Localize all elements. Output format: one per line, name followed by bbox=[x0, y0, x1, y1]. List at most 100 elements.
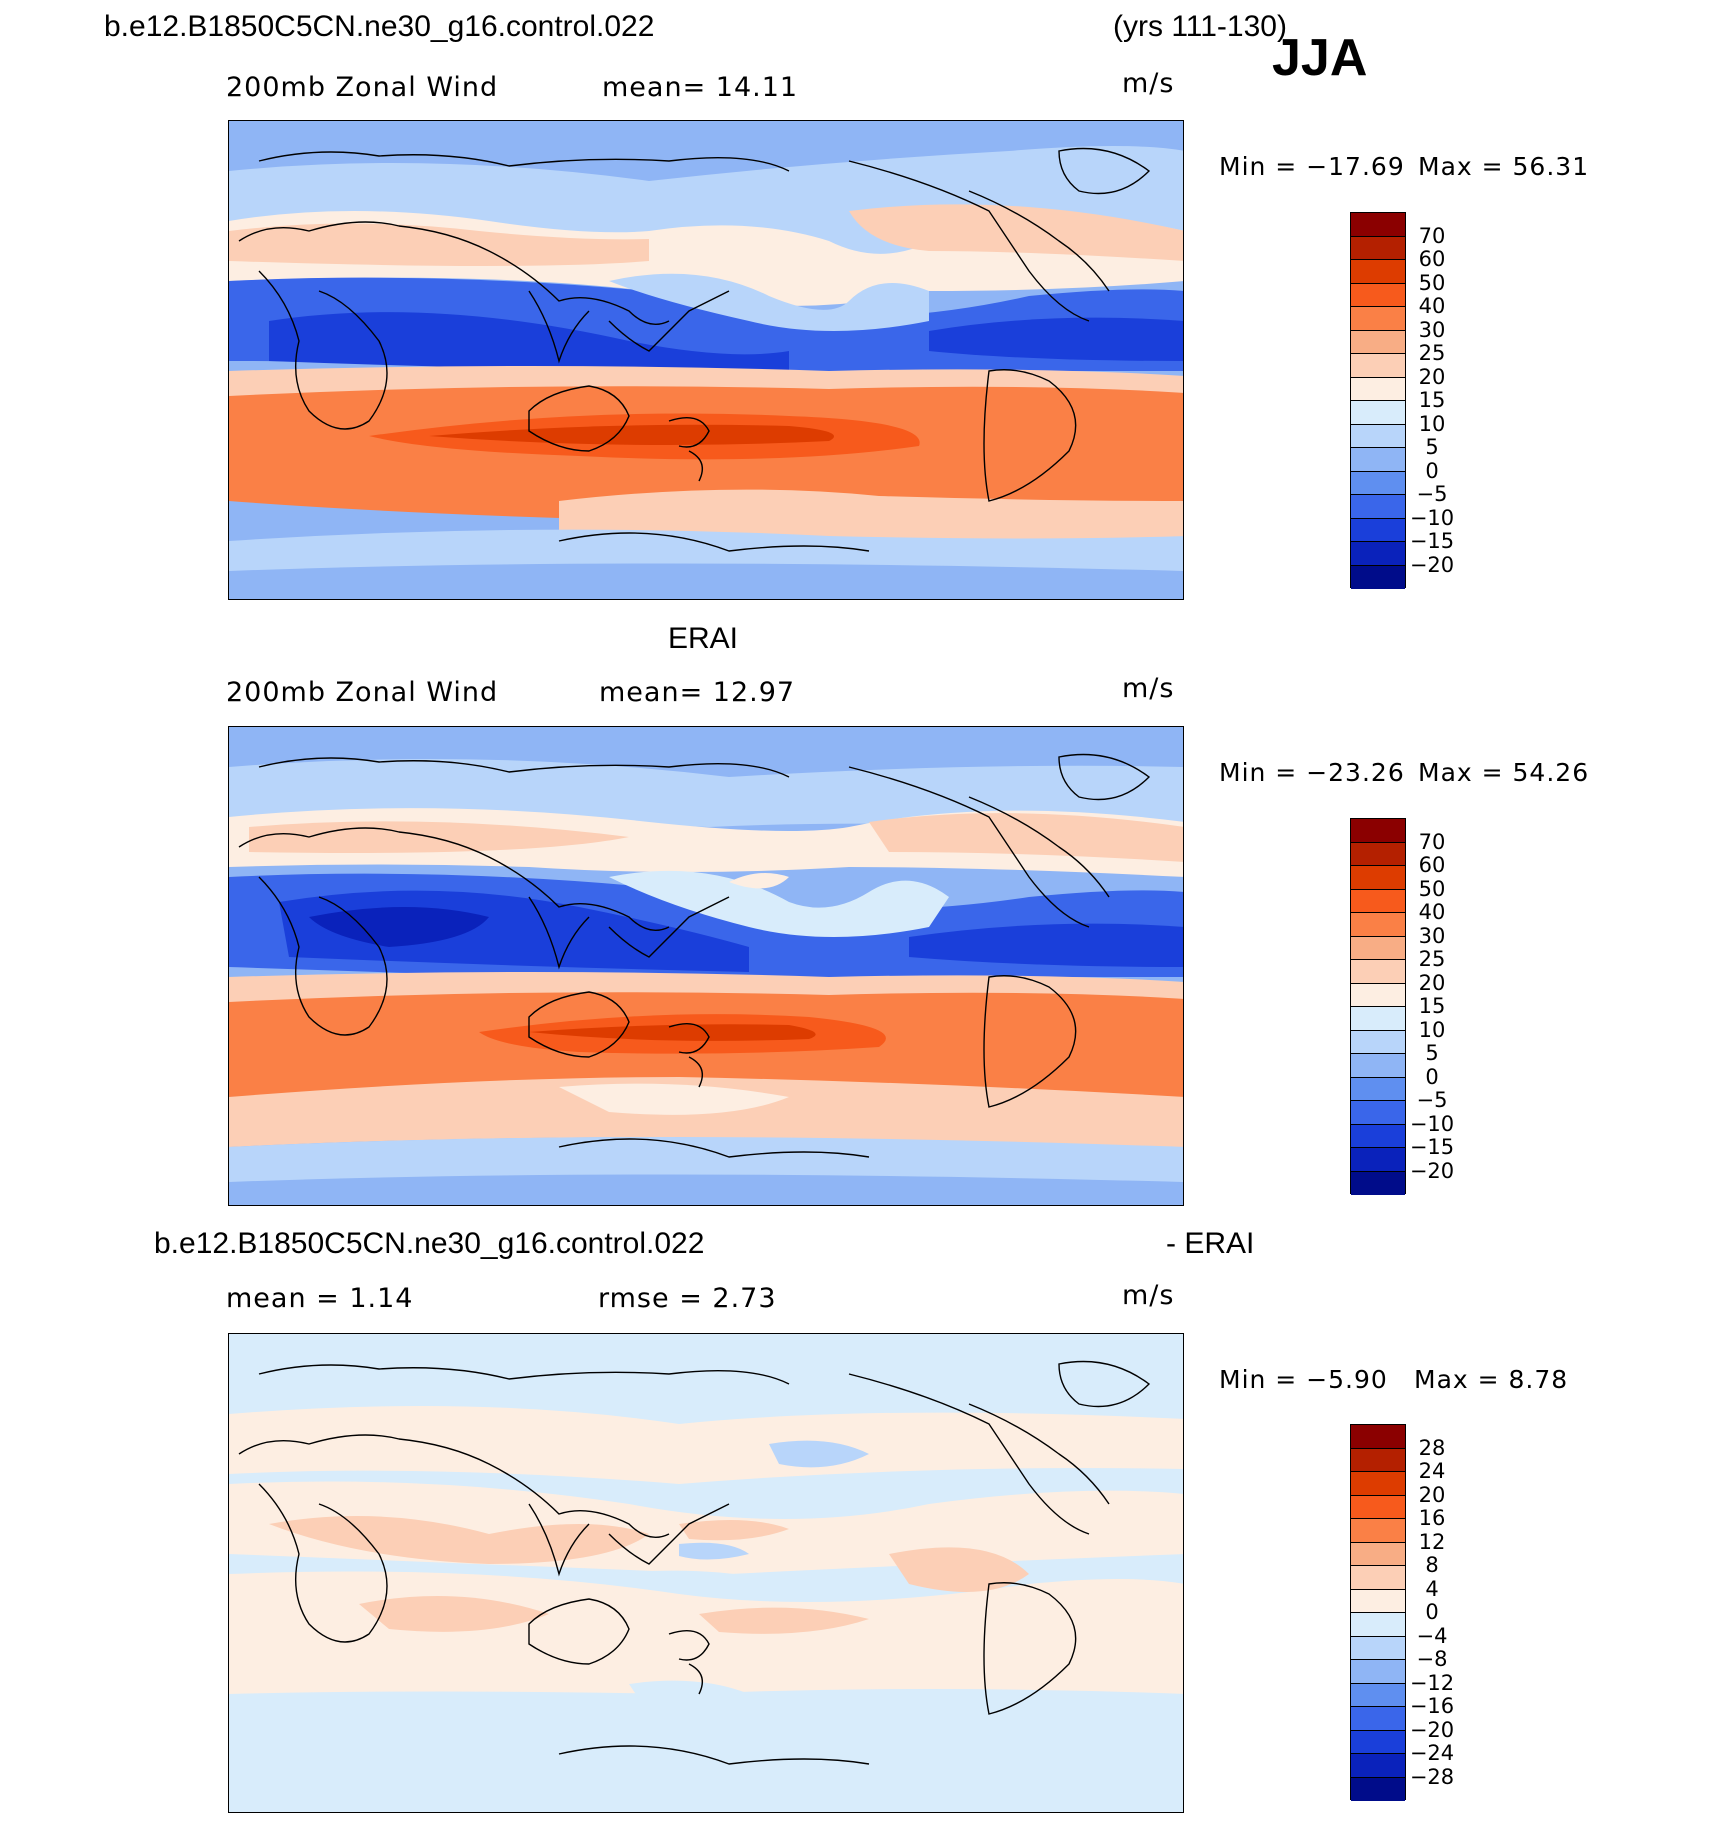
colorbar-swatch bbox=[1351, 1660, 1405, 1684]
colorbar-level-label: 20 bbox=[1418, 364, 1446, 389]
panel3-units-label: m/s bbox=[1122, 1280, 1175, 1311]
colorbar-swatch bbox=[1351, 1777, 1405, 1801]
colorbar-swatch bbox=[1351, 1754, 1405, 1778]
colorbar-swatch bbox=[1351, 1495, 1405, 1519]
colorbar-swatch bbox=[1351, 819, 1405, 843]
colorbar-level-label: −16 bbox=[1409, 1694, 1455, 1718]
panel2-max-label: Max = 54.26 bbox=[1418, 758, 1590, 787]
colorbar-level-label: −15 bbox=[1409, 1135, 1455, 1159]
colorbar-swatch bbox=[1351, 213, 1405, 237]
colorbar-level-label: 0 bbox=[1425, 1064, 1439, 1089]
panel3-title-right: - ERAI bbox=[1166, 1227, 1255, 1260]
colorbar-level-label: −4 bbox=[1416, 1623, 1448, 1648]
panel3-map bbox=[228, 1333, 1184, 1813]
colorbar-level-label: 24 bbox=[1418, 1459, 1446, 1483]
colorbar-level-label: 28 bbox=[1418, 1435, 1446, 1460]
colorbar-level-label: 0 bbox=[1425, 458, 1439, 483]
colorbar-swatch bbox=[1351, 1077, 1405, 1101]
colorbar-level-label: −12 bbox=[1409, 1670, 1455, 1695]
colorbar-level-label: 50 bbox=[1418, 270, 1446, 295]
colorbar-swatch bbox=[1351, 1542, 1405, 1566]
colorbar-level-label: 40 bbox=[1418, 900, 1446, 924]
colorbar-level-label: 12 bbox=[1418, 1529, 1446, 1554]
panel2-colorbar bbox=[1350, 818, 1406, 1195]
colorbar-level-label: 4 bbox=[1425, 1576, 1439, 1601]
colorbar-swatch bbox=[1351, 1472, 1405, 1496]
colorbar-swatch bbox=[1351, 1707, 1405, 1731]
colorbar-level-label: 15 bbox=[1418, 994, 1446, 1018]
colorbar-swatch bbox=[1351, 236, 1405, 260]
panel1-mean-label: mean= 14.11 bbox=[602, 72, 799, 103]
colorbar-swatch bbox=[1351, 542, 1405, 566]
colorbar-level-label: 25 bbox=[1418, 341, 1446, 365]
colorbar-swatch bbox=[1351, 983, 1405, 1007]
colorbar-level-label: −10 bbox=[1409, 1111, 1455, 1136]
colorbar-swatch bbox=[1351, 260, 1405, 284]
colorbar-swatch bbox=[1351, 1730, 1405, 1754]
colorbar-level-label: 10 bbox=[1418, 1017, 1446, 1042]
colorbar-level-label: −8 bbox=[1416, 1647, 1448, 1671]
colorbar-swatch bbox=[1351, 283, 1405, 307]
colorbar-swatch bbox=[1351, 913, 1405, 937]
colorbar-level-label: −28 bbox=[1409, 1764, 1455, 1789]
panel2-variable-label: 200mb Zonal Wind bbox=[226, 677, 499, 708]
colorbar-level-label: 15 bbox=[1418, 388, 1446, 412]
colorbar-level-label: 16 bbox=[1418, 1506, 1446, 1530]
colorbar-swatch bbox=[1351, 1007, 1405, 1031]
colorbar-swatch bbox=[1351, 866, 1405, 890]
colorbar-swatch bbox=[1351, 1054, 1405, 1078]
colorbar-swatch bbox=[1351, 1124, 1405, 1148]
colorbar-swatch bbox=[1351, 960, 1405, 984]
colorbar-level-label: 60 bbox=[1418, 247, 1446, 271]
colorbar-level-label: −5 bbox=[1416, 482, 1448, 506]
panel3-map-svg bbox=[229, 1334, 1183, 1812]
colorbar-level-label: 20 bbox=[1418, 970, 1446, 995]
colorbar-level-label: 0 bbox=[1425, 1600, 1439, 1624]
panel3-min-label: Min = −5.90 bbox=[1219, 1365, 1388, 1394]
colorbar-swatch bbox=[1351, 330, 1405, 354]
panel1-max-label: Max = 56.31 bbox=[1418, 152, 1590, 181]
colorbar-swatch bbox=[1351, 1425, 1405, 1449]
colorbar-level-label: 50 bbox=[1418, 876, 1446, 901]
panel1-map-svg bbox=[229, 121, 1183, 599]
colorbar-level-label: 25 bbox=[1418, 947, 1446, 971]
colorbar-level-label: −24 bbox=[1409, 1741, 1455, 1765]
panel3-colorbar bbox=[1350, 1424, 1406, 1801]
panel1-units-label: m/s bbox=[1122, 68, 1175, 99]
colorbar-level-label: 8 bbox=[1425, 1553, 1439, 1577]
panel2-min-label: Min = −23.26 bbox=[1219, 758, 1405, 787]
colorbar-swatch bbox=[1351, 471, 1405, 495]
colorbar-level-label: 5 bbox=[1425, 1041, 1439, 1065]
colorbar-swatch bbox=[1351, 1636, 1405, 1660]
colorbar-swatch bbox=[1351, 401, 1405, 425]
colorbar-swatch bbox=[1351, 1589, 1405, 1613]
colorbar-level-label: 40 bbox=[1418, 294, 1446, 318]
case-title: b.e12.B1850C5CN.ne30_g16.control.022 bbox=[104, 10, 655, 43]
panel1-colorbar bbox=[1350, 212, 1406, 589]
colorbar-level-label: 30 bbox=[1418, 923, 1446, 948]
colorbar-swatch bbox=[1351, 1448, 1405, 1472]
colorbar-level-label: −20 bbox=[1409, 1717, 1455, 1742]
colorbar-swatch bbox=[1351, 1683, 1405, 1707]
colorbar-level-label: 70 bbox=[1418, 829, 1446, 854]
colorbar-swatch bbox=[1351, 1519, 1405, 1543]
panel1-map bbox=[228, 120, 1184, 600]
colorbar-swatch bbox=[1351, 1171, 1405, 1195]
season-label: JJA bbox=[1272, 29, 1368, 87]
panel2-map bbox=[228, 726, 1184, 1206]
colorbar-level-label: −5 bbox=[1416, 1088, 1448, 1112]
colorbar-swatch bbox=[1351, 495, 1405, 519]
colorbar-swatch bbox=[1351, 1101, 1405, 1125]
colorbar-swatch bbox=[1351, 448, 1405, 472]
colorbar-swatch bbox=[1351, 889, 1405, 913]
colorbar-level-label: −20 bbox=[1409, 552, 1455, 577]
panel3-title-left: b.e12.B1850C5CN.ne30_g16.control.022 bbox=[154, 1227, 705, 1260]
colorbar-swatch bbox=[1351, 1613, 1405, 1637]
colorbar-swatch bbox=[1351, 842, 1405, 866]
panel2-map-svg bbox=[229, 727, 1183, 1205]
colorbar-swatch bbox=[1351, 518, 1405, 542]
colorbar-level-label: −15 bbox=[1409, 529, 1455, 553]
colorbar-level-label: −20 bbox=[1409, 1158, 1455, 1183]
colorbar-level-label: 60 bbox=[1418, 853, 1446, 877]
colorbar-swatch bbox=[1351, 936, 1405, 960]
